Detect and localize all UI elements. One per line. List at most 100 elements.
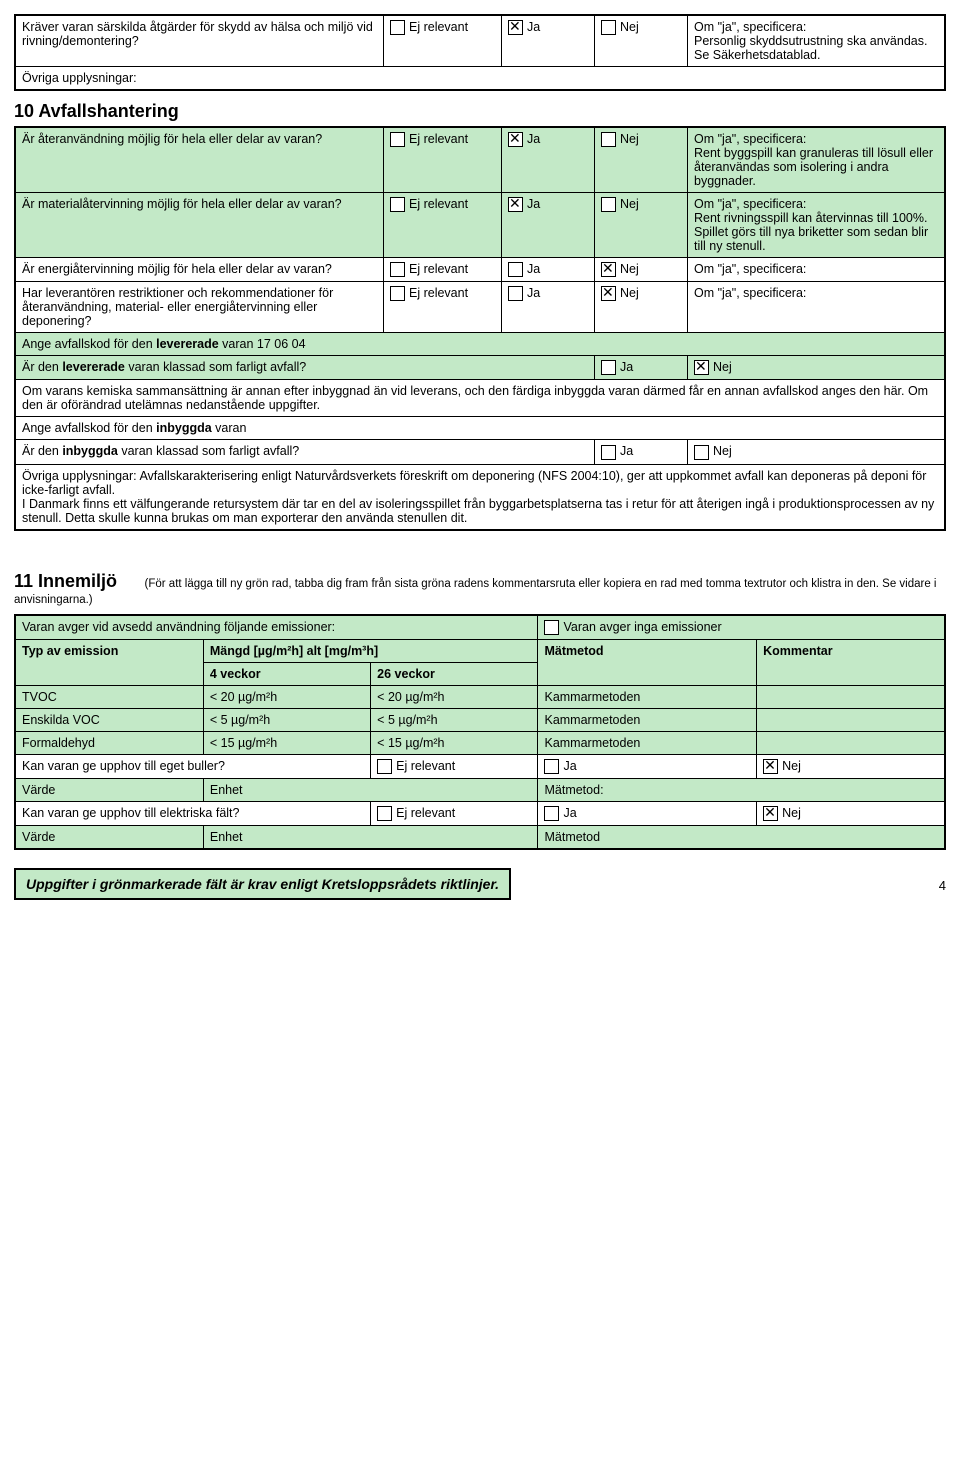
matmetod-label: Mätmetod:	[538, 779, 945, 802]
cell: < 5 µg/m²h	[203, 708, 370, 731]
label: Ange avfallskod för den	[22, 337, 156, 351]
checkbox-nej[interactable]	[763, 759, 778, 774]
cell: < 15 µg/m²h	[203, 731, 370, 754]
bold: inbyggda	[62, 444, 118, 458]
checkbox-ja[interactable]	[601, 445, 616, 460]
s10-table: Är återanvändning möjlig för hela eller …	[14, 126, 946, 531]
cell: < 5 µg/m²h	[371, 708, 538, 731]
label-ej: Ej relevant	[396, 806, 455, 820]
top-spec-value: Personlig skyddsutrustning ska användas.…	[694, 34, 927, 62]
s10-r3-q: Har leverantören restriktioner och rekom…	[15, 282, 384, 333]
label-ej: Ej relevant	[396, 759, 455, 773]
s10-heading: 10 Avfallshantering	[14, 101, 946, 122]
pre: Är den	[22, 360, 62, 374]
label-ja: Ja	[527, 132, 540, 146]
varde-label: Värde	[15, 826, 203, 850]
matmetod-label: Mätmetod	[538, 826, 945, 850]
s10-ovriga: Övriga upplysningar: Avfallskarakteriser…	[15, 464, 945, 530]
top-table: Kräver varan särskilda åtgärder för skyd…	[14, 14, 946, 91]
checkbox-nej[interactable]	[694, 360, 709, 375]
label-ja: Ja	[527, 286, 540, 300]
s11-heading: 11 Innemiljö	[14, 571, 117, 591]
spec-value: Rent byggspill kan granuleras till lösul…	[694, 146, 933, 188]
spec-label: Om "ja", specificera:	[694, 286, 806, 300]
checkbox-nej[interactable]	[601, 197, 616, 212]
top-ja-label: Ja	[527, 20, 540, 34]
footer-text: Uppgifter i grönmarkerade fält är krav e…	[14, 868, 511, 900]
label-ej: Ej relevant	[409, 262, 468, 276]
s11-topline: Varan avger vid avsedd användning följan…	[15, 615, 538, 640]
bold: inbyggda	[156, 421, 212, 435]
cell	[757, 708, 945, 731]
footer: Uppgifter i grönmarkerade fält är krav e…	[14, 868, 946, 900]
h-26v: 26 veckor	[371, 662, 538, 685]
s10-r0-q: Är återanvändning möjlig för hela eller …	[15, 127, 384, 193]
kemisk-text: Om varans kemiska sammansättning är anna…	[15, 380, 945, 417]
spec-label: Om "ja", specificera:	[694, 197, 806, 211]
label-nej: Nej	[782, 759, 801, 773]
checkbox-nej[interactable]	[601, 132, 616, 147]
rest: varan 17 06 04	[219, 337, 306, 351]
cell: Kammarmetoden	[538, 731, 757, 754]
label-ja: Ja	[620, 444, 633, 458]
checkbox-ja[interactable]	[544, 759, 559, 774]
checkbox-nej[interactable]	[601, 286, 616, 301]
spec-label: Om "ja", specificera:	[694, 262, 806, 276]
checkbox-ej[interactable]	[390, 262, 405, 277]
enhet-label: Enhet	[203, 826, 538, 850]
buller-q: Kan varan ge upphov till eget buller?	[15, 754, 371, 778]
checkbox-ja[interactable]	[544, 806, 559, 821]
no-emis-label: Varan avger inga emissioner	[563, 620, 721, 634]
post: varan klassad som farligt avfall?	[125, 360, 306, 374]
s10-r2-q: Är energiåtervinning möjlig för hela ell…	[15, 258, 384, 282]
label-nej: Nej	[713, 360, 732, 374]
label-ja: Ja	[620, 360, 633, 374]
checkbox-ej[interactable]	[390, 197, 405, 212]
checkbox-ja[interactable]	[508, 197, 523, 212]
label-ej: Ej relevant	[409, 197, 468, 211]
spec-value: Rent rivningsspill kan återvinnas till 1…	[694, 211, 928, 253]
label-nej: Nej	[620, 262, 639, 276]
post: varan	[212, 421, 247, 435]
checkbox-ja[interactable]	[508, 262, 523, 277]
checkbox-ej[interactable]	[377, 806, 392, 821]
post: varan klassad som farligt avfall?	[118, 444, 299, 458]
avfallskod-lev: Ange avfallskod för den levererade varan…	[15, 333, 945, 356]
ovriga-text: Avfallskarakterisering enligt Naturvårds…	[22, 469, 934, 525]
inbyggda-kod: Ange avfallskod för den inbyggda varan	[15, 417, 945, 440]
top-ja-cell: Ja	[502, 15, 595, 67]
label-ja: Ja	[563, 806, 576, 820]
cell: Kammarmetoden	[538, 708, 757, 731]
top-nej-label: Nej	[620, 20, 639, 34]
table-row: TVOC	[15, 685, 203, 708]
checkbox-no-emis[interactable]	[544, 620, 559, 635]
checkbox-nej[interactable]	[601, 20, 616, 35]
checkbox-ej[interactable]	[390, 132, 405, 147]
s10-r1-q: Är materialåtervinning möjlig för hela e…	[15, 193, 384, 258]
label-nej: Nej	[620, 197, 639, 211]
top-nej-cell: Nej	[595, 15, 688, 67]
checkbox-nej[interactable]	[763, 806, 778, 821]
top-spec-cell: Om "ja", specificera: Personlig skyddsut…	[688, 15, 946, 67]
label-ej: Ej relevant	[409, 132, 468, 146]
label-ja: Ja	[527, 262, 540, 276]
checkbox-ej[interactable]	[390, 286, 405, 301]
checkbox-ja[interactable]	[508, 20, 523, 35]
checkbox-nej[interactable]	[694, 445, 709, 460]
checkbox-ja[interactable]	[508, 286, 523, 301]
cell: < 15 µg/m²h	[371, 731, 538, 754]
page-number: 4	[939, 878, 946, 893]
checkbox-ej[interactable]	[390, 20, 405, 35]
top-ej-cell: Ej relevant	[384, 15, 502, 67]
checkbox-ja[interactable]	[508, 132, 523, 147]
table-row: Enskilda VOC	[15, 708, 203, 731]
top-ovriga: Övriga upplysningar:	[15, 67, 945, 91]
checkbox-nej[interactable]	[601, 262, 616, 277]
h-4v: 4 veckor	[203, 662, 370, 685]
cell	[757, 731, 945, 754]
cell: < 20 µg/m²h	[203, 685, 370, 708]
s11-no-emis-cell: Varan avger inga emissioner	[538, 615, 945, 640]
checkbox-ej[interactable]	[377, 759, 392, 774]
checkbox-ja[interactable]	[601, 360, 616, 375]
top-ej-label: Ej relevant	[409, 20, 468, 34]
